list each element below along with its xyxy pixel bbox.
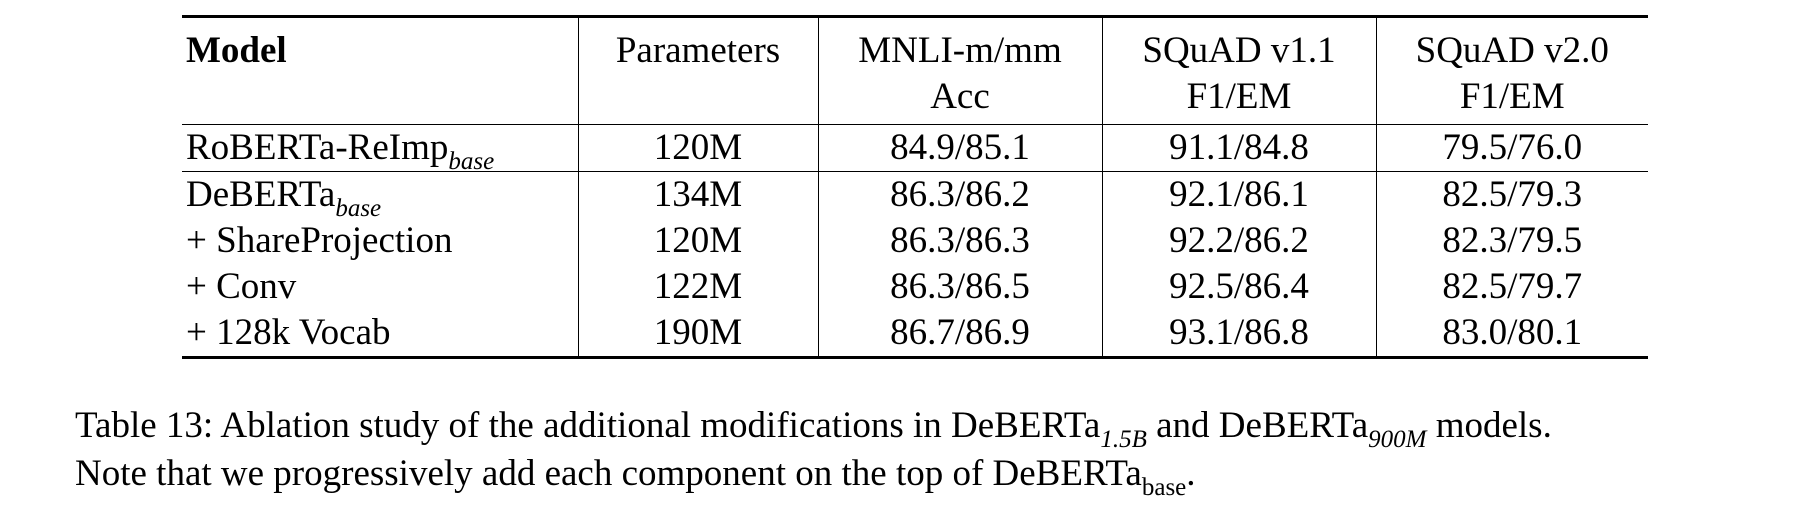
squad20-cell: 82.5/79.3 (1442, 174, 1583, 215)
params-cell: 120M (578, 218, 819, 264)
table-row: + Conv 122M 86.3/86.5 92.5/86.4 82.5/79.… (182, 264, 1648, 310)
col-header-squad-v2-0: SQuAD v2.0 F1/EM (1415, 30, 1609, 117)
squad20-cell: 82.5/79.7 (1442, 266, 1583, 307)
mnli-cell: 84.9/85.1 (818, 124, 1103, 172)
squad11-cell: 92.5/86.4 (1102, 264, 1377, 310)
model-cell: RoBERTa-ReImpbase (182, 124, 579, 174)
squad20-cell: 83.0/80.1 (1442, 312, 1583, 353)
ablation-table: Model Parameters MNLI-m/mm Acc SQuAD v1.… (182, 15, 1648, 359)
model-cell: + Conv (182, 264, 579, 310)
table-row: RoBERTa-ReImpbase 120M 84.9/85.1 91.1/84… (182, 124, 1648, 174)
params-cell: 122M (578, 264, 819, 310)
model-cell: DeBERTabase (182, 171, 579, 221)
caption-line-2: Note that we progressively add each comp… (75, 453, 1196, 501)
mnli-cell: 86.7/86.9 (818, 310, 1103, 358)
params-cell: 190M (578, 310, 819, 358)
squad11-cell: 93.1/86.8 (1102, 310, 1377, 358)
mnli-cell: 86.3/86.5 (818, 264, 1103, 310)
model-cell: + 128k Vocab (182, 310, 579, 358)
mnli-cell: 86.3/86.3 (818, 218, 1103, 264)
mnli-cell: 86.3/86.2 (818, 171, 1103, 218)
header-row: Model Parameters MNLI-m/mm Acc SQuAD v1.… (182, 16, 1648, 125)
squad11-cell: 92.2/86.2 (1102, 218, 1377, 264)
params-cell: 120M (578, 124, 819, 172)
caption-line-1: Table 13: Ablation study of the addition… (75, 405, 1552, 453)
squad11-cell: 92.1/86.1 (1102, 171, 1377, 218)
table-caption: Table 13: Ablation study of the addition… (75, 402, 1775, 501)
squad11-cell: 91.1/84.8 (1102, 124, 1377, 172)
col-header-model: Model (182, 16, 579, 125)
col-header-mnli: MNLI-m/mm Acc (818, 16, 1103, 125)
col-header-parameters: Parameters (578, 16, 819, 125)
squad20-cell: 79.5/76.0 (1442, 127, 1583, 168)
squad20-cell: 82.3/79.5 (1442, 220, 1583, 261)
table-row: + 128k Vocab 190M 86.7/86.9 93.1/86.8 83… (182, 310, 1648, 358)
model-cell: + ShareProjection (182, 218, 579, 264)
table-row: DeBERTabase 134M 86.3/86.2 92.1/86.1 82.… (182, 171, 1648, 221)
params-cell: 134M (578, 171, 819, 218)
table-row: + ShareProjection 120M 86.3/86.3 92.2/86… (182, 218, 1648, 264)
col-header-squad-v1-1: SQuAD v1.1 F1/EM (1102, 16, 1377, 125)
